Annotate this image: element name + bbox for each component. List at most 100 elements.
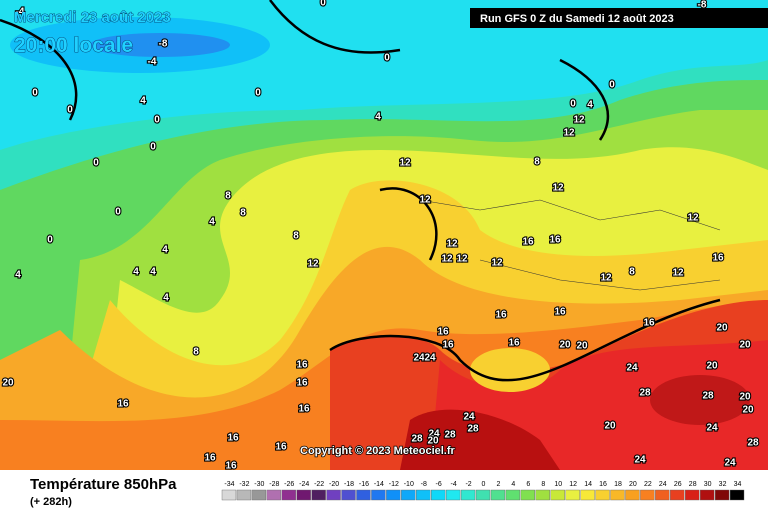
legend-swatch xyxy=(221,489,237,501)
legend-tick-label: 28 xyxy=(689,481,697,488)
contour-label: 4 xyxy=(133,267,139,278)
contour-label: 20 xyxy=(739,392,751,403)
contour-label: 16 xyxy=(522,237,534,248)
contour-label: 16 xyxy=(296,360,308,371)
legend-swatch xyxy=(251,489,267,501)
contour-label: 16 xyxy=(712,253,724,264)
legend-swatch xyxy=(565,489,580,501)
contour-label: 8 xyxy=(629,267,635,278)
legend-swatch xyxy=(356,489,371,501)
contour-label: 4 xyxy=(150,267,156,278)
contour-label: 0 xyxy=(93,158,99,169)
legend-swatch xyxy=(580,489,595,501)
legend-swatch xyxy=(341,489,356,501)
color-legend: -34 -32 -30 -28 -26 -24 -22 -20 -18 -16 -14 -12 -10-… xyxy=(221,481,745,501)
contour-label: 20 xyxy=(739,340,751,351)
legend-tick-label: 0 xyxy=(482,481,486,488)
contour-label: 12 xyxy=(419,195,431,206)
legend-tick-label: -12 xyxy=(389,481,399,488)
contour-label: 0 xyxy=(384,53,390,64)
contour-label: 20 xyxy=(2,378,14,389)
contour-label: 4 xyxy=(162,245,168,256)
legend-tick-label: 34 xyxy=(734,481,742,488)
legend-swatch xyxy=(625,489,640,501)
legend-swatch xyxy=(729,489,745,501)
contour-label: 0 xyxy=(115,207,121,218)
contour-label: 20 xyxy=(716,323,728,334)
contour-label: 0 xyxy=(154,115,160,126)
contour-label: 20 xyxy=(427,436,439,447)
contour-label: 28 xyxy=(747,438,759,449)
legend-tick-label: 18 xyxy=(614,481,622,488)
contour-label: 4 xyxy=(375,112,381,123)
contour-label: 4 xyxy=(209,217,215,228)
legend-swatch xyxy=(475,489,491,501)
contour-label: 16 xyxy=(643,318,655,329)
legend-tick-label: -34 xyxy=(224,481,234,488)
legend-swatch xyxy=(699,489,715,501)
legend-tick-label: -30 xyxy=(254,481,264,488)
contour-label: 12 xyxy=(399,158,411,169)
legend-tick-label: -18 xyxy=(344,481,354,488)
forecast-time: 20:00 locale xyxy=(14,34,133,57)
contour-label: 12 xyxy=(573,115,585,126)
contour-label: 12 xyxy=(441,254,453,265)
contour-label: 12 xyxy=(687,213,699,224)
legend-tick-label: 16 xyxy=(599,481,607,488)
contour-label: 0 xyxy=(32,88,38,99)
contour-label: 16 xyxy=(298,404,310,415)
contour-label: 20 xyxy=(604,421,616,432)
contour-label: -4 xyxy=(16,7,25,18)
contour-label: 12 xyxy=(552,183,564,194)
contour-label: 28 xyxy=(411,434,423,445)
temperature-field xyxy=(0,0,768,470)
contour-label: 20 xyxy=(706,361,718,372)
contour-label: 24 xyxy=(626,363,638,374)
contour-label: -8 xyxy=(159,39,168,50)
legend-swatch xyxy=(236,489,252,501)
copyright: Copyright © 2023 Meteociel.fr xyxy=(300,445,456,457)
contour-label: 24 xyxy=(724,458,736,469)
contour-label: 16 xyxy=(554,307,566,318)
contour-label: 0 xyxy=(609,80,615,91)
legend-swatch xyxy=(490,489,506,501)
legend-tick-label: 2 xyxy=(496,481,500,488)
legend-tick-label: 4 xyxy=(511,481,515,488)
legend-tick-label: -8 xyxy=(421,481,427,488)
contour-label: 12 xyxy=(672,268,684,279)
contour-label: 16 xyxy=(275,442,287,453)
legend-swatch xyxy=(371,489,386,501)
legend-tick-label: 6 xyxy=(526,481,530,488)
legend-swatch xyxy=(401,489,416,501)
contour-label: 20 xyxy=(576,341,588,352)
contour-label: 12 xyxy=(563,128,575,139)
contour-label: 0 xyxy=(67,105,73,116)
contour-label: -8 xyxy=(698,0,707,11)
contour-label: 24 xyxy=(463,412,475,423)
legend-swatch xyxy=(505,489,521,501)
contour-label: 16 xyxy=(508,338,520,349)
legend-tick-label: 12 xyxy=(569,481,577,488)
legend-swatch xyxy=(610,489,625,501)
contour-label: 16 xyxy=(442,340,454,351)
contour-label: 12 xyxy=(600,273,612,284)
legend-swatch xyxy=(326,489,341,501)
contour-label: 4 xyxy=(140,96,146,107)
contour-label: 12 xyxy=(456,254,468,265)
contour-label: 28 xyxy=(639,388,651,399)
contour-label: 8 xyxy=(293,231,299,242)
legend-tick-label: 30 xyxy=(704,481,712,488)
contour-label: 0 xyxy=(150,142,156,153)
legend-tick-label: 8 xyxy=(541,481,545,488)
legend-tick-label: 32 xyxy=(719,481,727,488)
contour-label: 8 xyxy=(240,208,246,219)
legend-tick-label: -28 xyxy=(269,481,279,488)
legend-swatch xyxy=(655,489,670,501)
run-info: Run GFS 0 Z du Samedi 12 août 2023 xyxy=(480,13,674,25)
contour-label: 12 xyxy=(307,259,319,270)
legend-swatch xyxy=(460,489,476,501)
legend-swatch xyxy=(416,489,431,501)
contour-label: 16 xyxy=(296,378,308,389)
